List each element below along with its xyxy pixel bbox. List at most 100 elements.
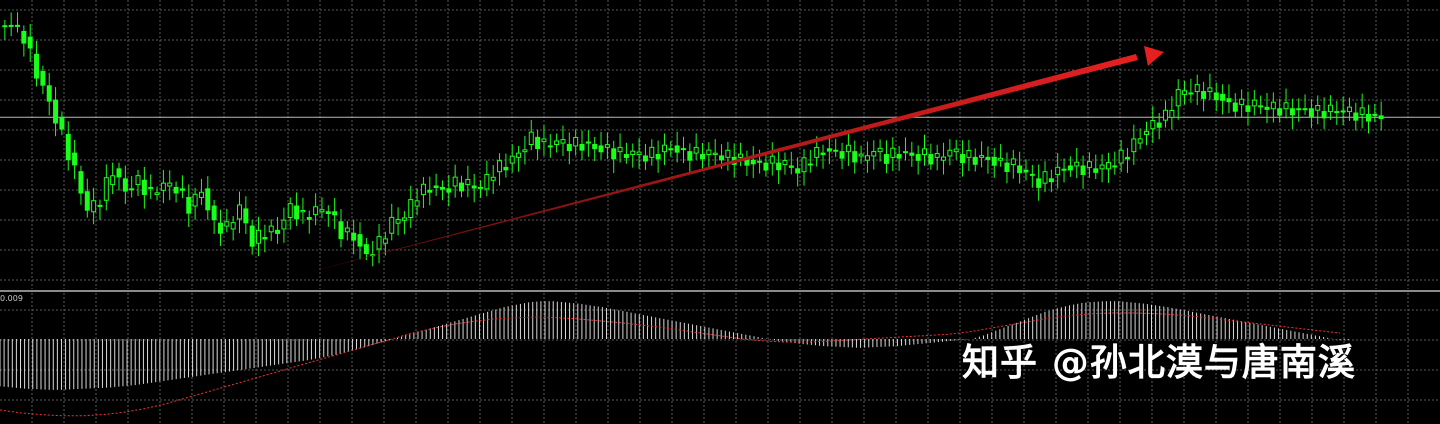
candle-body — [217, 222, 223, 234]
candle-body — [693, 146, 699, 154]
candle-body — [1340, 110, 1346, 113]
candle-body — [1258, 105, 1264, 108]
candle-body — [1372, 113, 1378, 116]
candle-body — [826, 148, 832, 152]
candle-body — [820, 152, 826, 156]
candle-body — [547, 145, 553, 148]
candle-body — [97, 204, 103, 207]
candle-body — [129, 188, 135, 191]
candle-body — [1036, 178, 1042, 188]
candle-body — [1175, 89, 1181, 107]
candle-body — [1334, 111, 1340, 114]
candle-body — [490, 176, 496, 181]
candle-body — [1055, 166, 1061, 176]
candle-body — [852, 151, 858, 163]
candle-body — [680, 148, 686, 151]
candle-body — [1277, 108, 1283, 116]
candle-body — [674, 145, 680, 153]
candle-body — [1023, 169, 1029, 173]
candle-body — [268, 225, 274, 233]
trend-arrow-head — [1144, 46, 1164, 66]
candle-body — [1010, 158, 1016, 166]
candle-body — [725, 149, 731, 158]
candle-body — [1283, 102, 1289, 110]
candle-body — [1086, 161, 1092, 168]
candle-body — [1169, 109, 1175, 118]
candle-body — [871, 151, 877, 157]
candle-body — [573, 136, 579, 147]
candle-body — [719, 155, 725, 161]
candle-body — [376, 236, 382, 250]
candle-body — [1194, 84, 1200, 93]
candle-body — [237, 204, 243, 220]
candle-body — [401, 217, 407, 221]
candle-body — [642, 155, 648, 162]
candle-body — [750, 159, 756, 165]
candle-body — [566, 144, 572, 152]
candle-body — [585, 141, 591, 144]
indicator-signal-line — [0, 312, 1341, 417]
candle-body — [205, 188, 211, 211]
candle-body — [1099, 164, 1105, 170]
candle-body — [110, 175, 116, 186]
watermark: 知乎 @孙北漠与唐南溪 — [962, 341, 1356, 384]
candle-body — [186, 196, 192, 214]
candle-body — [579, 144, 585, 151]
candle-body — [154, 192, 160, 196]
candle-body — [554, 140, 560, 146]
candle-body — [1201, 91, 1207, 99]
candle-body — [528, 131, 534, 145]
candle-body — [1321, 111, 1327, 119]
candle-body — [281, 219, 287, 230]
candle-body — [655, 154, 661, 160]
candle-body — [1048, 178, 1054, 183]
candle-body — [706, 149, 712, 156]
candle-body — [592, 144, 598, 150]
candle-body — [344, 227, 350, 233]
candle-body — [1118, 149, 1124, 164]
candle-body — [922, 148, 928, 156]
candle-body — [877, 147, 883, 153]
candle-body — [915, 154, 921, 161]
candle-body — [148, 186, 154, 189]
candle-body — [103, 177, 109, 201]
candle-body — [319, 209, 325, 213]
candle-body — [960, 154, 966, 164]
candle-body — [1378, 115, 1384, 120]
candle-body — [389, 216, 395, 234]
candle-body — [1315, 104, 1321, 111]
candle-body — [2, 25, 8, 28]
candle-body — [1080, 165, 1086, 176]
candle-body — [1093, 168, 1099, 173]
candle-body — [845, 144, 851, 153]
candle-body — [192, 193, 198, 207]
candle-body — [287, 203, 293, 218]
candle-body — [839, 151, 845, 159]
candle-body — [516, 152, 522, 158]
candle-body — [1264, 106, 1270, 110]
candle-body — [1302, 108, 1308, 111]
candle-body — [313, 206, 319, 216]
candle-body — [294, 205, 300, 220]
candle-body — [522, 149, 528, 153]
candle-body — [256, 229, 262, 244]
candle-body — [1131, 138, 1137, 153]
candle-body — [687, 151, 693, 161]
candle-body — [1074, 161, 1080, 167]
candle-body — [306, 216, 312, 220]
candle-body — [452, 176, 458, 187]
candle-body — [858, 153, 864, 157]
trend-arrow[interactable] — [298, 46, 1164, 275]
candle-body — [1188, 92, 1194, 95]
candle-body — [300, 209, 306, 213]
candle-body — [338, 221, 344, 240]
candle-body — [1143, 131, 1149, 135]
candle-body — [738, 153, 744, 158]
candle-body — [275, 229, 281, 234]
candle-body — [395, 219, 401, 224]
candle-body — [72, 152, 78, 166]
candle-body — [998, 157, 1004, 161]
candle-body — [21, 30, 27, 44]
